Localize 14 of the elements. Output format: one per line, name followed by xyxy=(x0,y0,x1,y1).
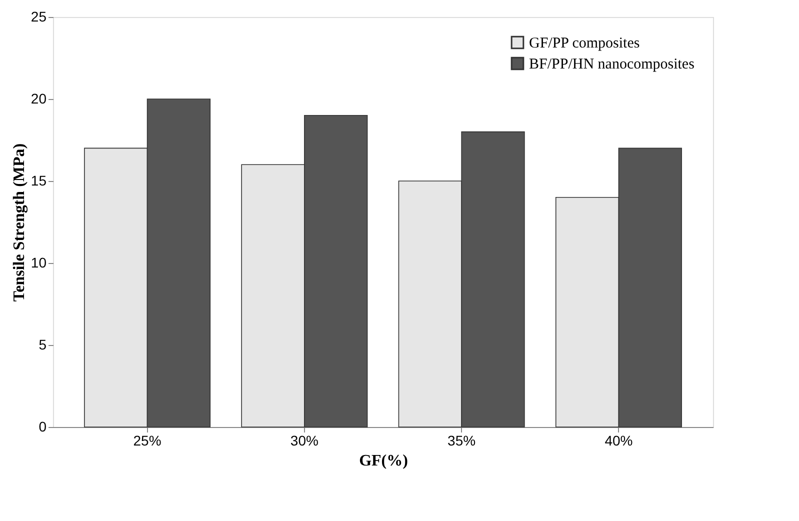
y-tick-label: 5 xyxy=(38,336,47,352)
y-tick-label: 10 xyxy=(30,254,47,270)
y-axis-title: Tensile Strength (MPa) xyxy=(10,143,28,302)
legend-label: GF/PP composites xyxy=(529,36,640,52)
y-tick-label: 15 xyxy=(30,172,47,188)
x-axis-title: GF(%) xyxy=(359,452,408,470)
y-tick-label: 0 xyxy=(38,418,47,434)
y-tick-label: 25 xyxy=(30,8,47,24)
legend-label: BF/PP/HN nanocomposites xyxy=(529,56,695,72)
x-tick-label: 30% xyxy=(290,432,318,448)
x-tick-label: 40% xyxy=(604,432,633,448)
y-tick-label: 20 xyxy=(30,90,47,106)
x-tick-label: 35% xyxy=(448,432,476,448)
x-tick-label: 25% xyxy=(133,432,162,448)
